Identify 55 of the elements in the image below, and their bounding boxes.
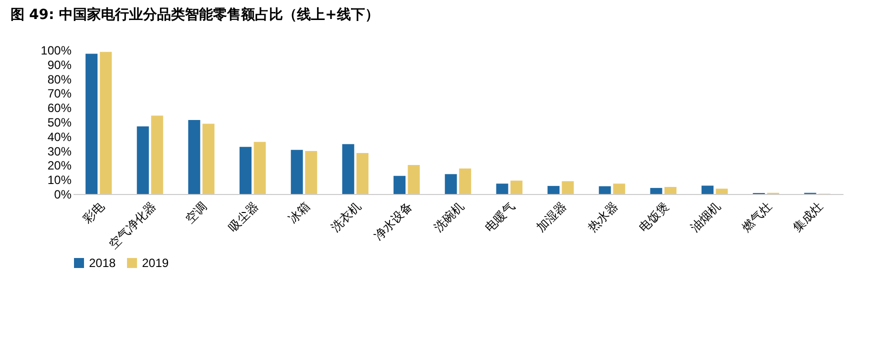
x-tick-label: 空气净化器 [106, 199, 158, 252]
bar [664, 186, 676, 194]
bar [356, 152, 368, 194]
bar [548, 186, 560, 194]
bar [496, 184, 508, 194]
y-tick-label: 90% [47, 58, 72, 72]
y-tick-label: 50% [47, 116, 72, 130]
bar [444, 174, 457, 194]
y-tick-label: 30% [47, 144, 72, 158]
bar [394, 176, 406, 194]
bar [459, 168, 472, 194]
bar [613, 184, 626, 194]
y-tick-label: 10% [47, 173, 72, 188]
x-tick-label: 油烟机 [688, 199, 724, 234]
bar [136, 126, 149, 194]
bar [598, 186, 611, 194]
bar [290, 150, 303, 194]
x-tick-label: 彩电 [80, 199, 108, 226]
y-tick-label: 70% [47, 86, 72, 101]
y-tick-label: 20% [47, 158, 72, 173]
bar [305, 150, 318, 194]
bar [562, 181, 574, 194]
x-tick-label: 电暖气 [482, 199, 518, 234]
x-tick-label: 吸尘器 [226, 199, 262, 234]
bar [100, 52, 112, 194]
bar [86, 54, 98, 194]
x-tick-label: 洗衣机 [328, 199, 364, 234]
y-tick-label: 80% [47, 72, 72, 86]
bar [510, 180, 522, 194]
x-tick-label: 洗碗机 [431, 199, 466, 234]
x-tick-label: 集成灶 [790, 199, 826, 234]
bar [254, 142, 266, 194]
x-tick-label: 电饭煲 [636, 199, 672, 234]
chart-title: 图 49: 中国家电行业分品类智能零售额占比（线上+线下） [10, 6, 379, 23]
x-tick-label: 热水器 [585, 199, 620, 234]
legend-label: 2019 [142, 256, 170, 270]
y-tick-label: 0% [54, 188, 72, 202]
y-tick-label: 100% [40, 44, 72, 58]
y-tick-label: 40% [47, 130, 72, 144]
legend-label: 2018 [89, 256, 116, 270]
bar [650, 188, 662, 194]
bar [151, 116, 164, 194]
bar [188, 120, 200, 194]
bar [408, 165, 420, 194]
bar [702, 186, 714, 194]
x-tick-label: 燃气灶 [739, 199, 774, 234]
y-tick-label: 60% [47, 101, 72, 116]
x-tick-label: 冰箱 [286, 199, 312, 226]
bar [240, 146, 252, 194]
x-tick-label: 净水设备 [371, 199, 416, 243]
bar [716, 188, 728, 194]
x-tick-label: 加湿器 [534, 199, 570, 234]
x-tick-label: 空调 [182, 199, 210, 226]
bar [342, 144, 354, 194]
bar [202, 124, 214, 194]
